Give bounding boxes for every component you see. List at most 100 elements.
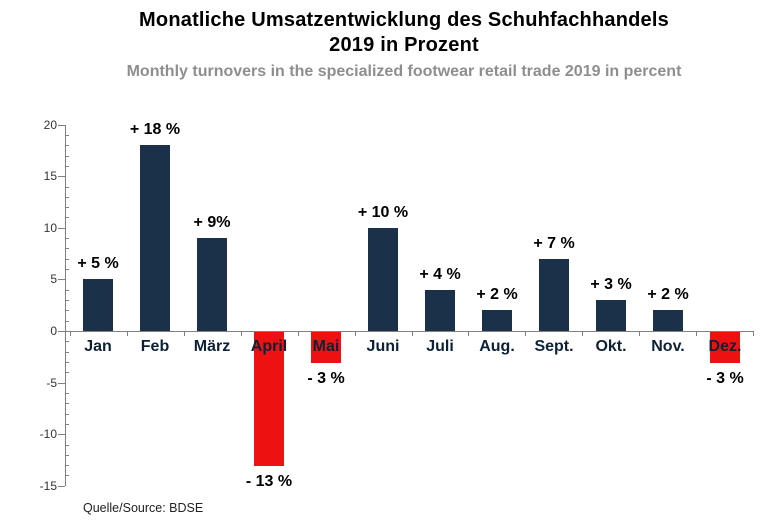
x-axis-category-tick [355,331,356,336]
x-axis-month-label: Sept. [534,338,574,355]
x-axis-month-label: Mai [312,338,340,355]
y-axis-minor-tick [66,166,69,167]
y-axis-tick-label: 10 [43,221,57,235]
x-axis-month-label: Juni [366,338,400,355]
y-axis-minor-tick [66,341,69,342]
chart-subtitle: Monthly turnovers in the specialized foo… [126,63,682,80]
y-axis-minor-tick [66,362,69,363]
bar-positive [140,145,170,331]
y-axis-minor-tick [66,248,69,249]
y-axis-minor-tick [66,197,69,198]
y-axis-tick-label: 15 [43,169,57,183]
bar-value-label: + 9% [193,214,231,231]
y-axis-minor-tick [66,465,69,466]
bar-value-label: + 18 % [129,121,181,138]
y-axis-major-tick [58,331,65,332]
y-axis-major-tick [58,434,65,435]
y-axis-minor-tick [66,321,69,322]
bar-value-label: - 13 % [245,473,293,490]
bar-positive [368,228,398,331]
bar-value-label: - 3 % [307,370,345,387]
chart-title-line1: Monatliche Umsatzentwicklung des Schuhfa… [139,9,669,31]
y-axis-tick-label: -5 [46,376,57,390]
bar-positive [539,259,569,331]
bar-positive [197,238,227,331]
x-axis-category-tick [127,331,128,336]
bar-positive [596,300,626,331]
y-axis-major-tick [58,279,65,280]
bar-value-label: + 2 % [476,286,518,303]
y-axis-minor-tick [66,455,69,456]
x-axis-category-tick [525,331,526,336]
bar-positive [482,310,512,331]
x-axis-month-label: Nov. [651,338,685,355]
y-axis-minor-tick [66,269,69,270]
y-axis-minor-tick [66,475,69,476]
x-axis-month-label: Aug. [479,338,515,355]
y-axis-minor-tick [66,207,69,208]
y-axis-tick-label: 0 [50,324,57,338]
bar-negative [254,332,284,466]
bar-positive [653,310,683,331]
y-axis-minor-tick [66,352,69,353]
bar-positive [425,290,455,331]
bar-value-label: + 5 % [77,255,119,272]
y-axis-minor-tick [66,135,69,136]
x-axis-month-label: Feb [140,338,170,355]
y-axis-line [65,124,66,486]
y-axis-tick-label: -15 [39,479,57,493]
x-axis-category-tick [298,331,299,336]
y-axis-tick-label: 5 [50,272,57,286]
x-axis-month-label: Okt. [595,338,627,355]
bar-value-label: + 7 % [533,235,575,252]
chart-title-line2: 2019 in Prozent [329,34,479,56]
x-axis-month-label: Juli [426,338,454,355]
x-axis-month-label: Jan [84,338,112,355]
y-axis-major-tick [58,486,65,487]
y-axis-tick-label: 20 [43,118,57,132]
x-axis-month-label: April [250,338,288,355]
y-axis-minor-tick [66,238,69,239]
bar-value-label: + 3 % [590,276,632,293]
y-axis-major-tick [58,383,65,384]
y-axis-minor-tick [66,187,69,188]
y-axis-minor-tick [66,145,69,146]
y-axis-major-tick [58,125,65,126]
y-axis-major-tick [58,176,65,177]
bar-value-label: - 3 % [706,370,744,387]
y-axis-minor-tick [66,290,69,291]
bar-value-label: + 4 % [419,266,461,283]
bar-value-label: + 2 % [647,286,689,303]
x-axis-category-tick [639,331,640,336]
x-axis-category-tick [582,331,583,336]
y-axis-minor-tick [66,393,69,394]
y-axis-minor-tick [66,217,69,218]
y-axis-minor-tick [66,300,69,301]
x-axis-category-tick [241,331,242,336]
y-axis-minor-tick [66,156,69,157]
x-axis-line [65,331,753,332]
x-axis-category-tick [468,331,469,336]
x-axis-category-tick [696,331,697,336]
x-axis-month-label: März [193,338,231,355]
y-axis-major-tick [58,228,65,229]
y-axis-minor-tick [66,310,69,311]
y-axis-minor-tick [66,372,69,373]
bar-value-label: + 10 % [357,204,409,221]
y-axis-minor-tick [66,424,69,425]
x-axis-category-tick [184,331,185,336]
bar-positive [83,279,113,331]
y-axis-minor-tick [66,414,69,415]
y-axis-minor-tick [66,445,69,446]
y-axis-tick-label: -10 [39,427,57,441]
y-axis-minor-tick [66,403,69,404]
source-caption: Quelle/Source: BDSE [83,501,204,515]
x-axis-category-tick [412,331,413,336]
bar-negative [710,332,740,363]
x-axis-category-tick [70,331,71,336]
y-axis-minor-tick [66,259,69,260]
bar-negative [311,332,341,363]
chart-header: Monatliche Umsatzentwicklung des Schuhfa… [40,8,768,81]
